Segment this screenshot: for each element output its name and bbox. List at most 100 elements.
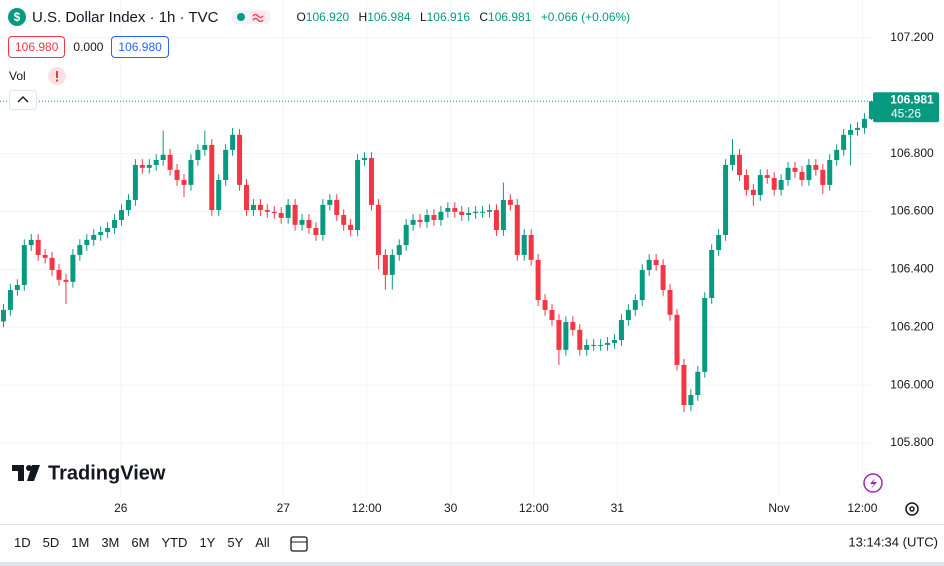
candle-body — [730, 154, 736, 165]
candle-body — [639, 269, 645, 301]
candle-body — [528, 234, 534, 260]
candle-body — [278, 212, 284, 218]
candle-body — [618, 320, 624, 341]
symbol-title[interactable]: U.S. Dollar Index · 1h · TVC — [32, 8, 219, 26]
candle-body — [688, 394, 694, 406]
candle-body — [0, 309, 6, 322]
high-value: 106.984 — [367, 10, 411, 24]
countdown: 45:26 — [891, 106, 921, 120]
symbol-icon: $ — [8, 8, 26, 26]
candle-body — [820, 169, 826, 185]
candle-body — [56, 269, 62, 280]
legend: $ U.S. Dollar Index · 1h · TVC O106.920 … — [8, 8, 630, 26]
candle-body — [757, 175, 763, 196]
candle-body — [660, 265, 666, 290]
candle-body — [70, 254, 76, 282]
candle-body — [542, 300, 548, 310]
candle-body — [334, 199, 340, 215]
candle-body — [35, 239, 41, 255]
candle-body — [292, 204, 298, 225]
candle-body — [778, 179, 784, 190]
candle-body — [382, 254, 388, 275]
market-open-dot — [237, 13, 246, 21]
bid[interactable]: 106.980 — [8, 36, 66, 58]
candle-body — [667, 289, 673, 315]
candle-body — [160, 154, 166, 161]
candle-body — [855, 127, 861, 130]
candle-body — [14, 285, 20, 290]
candle-body — [174, 169, 180, 180]
candle-body — [285, 204, 291, 218]
status-badges[interactable] — [232, 10, 271, 24]
collapse-button[interactable] — [9, 90, 37, 110]
candle-body — [584, 344, 590, 350]
timeframe-button[interactable]: 3M — [101, 535, 120, 550]
ask[interactable]: 106.980 — [111, 36, 169, 58]
candle-body — [119, 210, 125, 220]
candle-body — [695, 371, 701, 395]
trade-boxes: 106.980 0.000 106.980 — [8, 36, 169, 58]
timeframe-button[interactable]: 1Y — [199, 535, 216, 550]
candle-body — [223, 149, 229, 180]
candle-body — [556, 320, 562, 350]
volume-warning[interactable] — [47, 67, 66, 85]
x-tick-label: 12:00 — [519, 501, 549, 515]
candle-body — [632, 300, 638, 310]
open-value: 106.920 — [305, 10, 350, 24]
candle-body — [49, 257, 55, 270]
candle-body — [709, 250, 715, 299]
candle-body — [723, 164, 729, 235]
candle-body — [264, 210, 270, 212]
timeframe-button[interactable]: 1M — [71, 535, 90, 550]
candle-body — [375, 204, 381, 255]
candle-body — [132, 164, 138, 200]
candle-body — [243, 184, 249, 211]
candle-body — [250, 204, 256, 211]
candle-body — [209, 144, 215, 211]
candle-body — [389, 254, 395, 275]
candle-body — [514, 204, 520, 255]
calendar-icon[interactable] — [290, 536, 308, 552]
candle-body — [848, 129, 854, 135]
candle-body — [7, 289, 13, 310]
candle-body — [500, 199, 506, 231]
lightning-icon[interactable] — [863, 473, 883, 493]
candle-body — [605, 342, 611, 345]
logo-text: TradingView — [48, 462, 166, 484]
candle-body — [841, 134, 847, 150]
candle-body — [813, 164, 819, 170]
candle-body — [521, 234, 527, 255]
timeframe-button[interactable]: 5D — [42, 535, 60, 550]
y-tick-label: 106.600 — [890, 204, 934, 218]
ohlc-values: O106.920 H106.984 L106.916 C106.981 +0.0… — [290, 10, 630, 24]
timeframe-button[interactable]: All — [255, 535, 270, 550]
candle-body — [563, 322, 569, 350]
candle-body — [507, 199, 513, 205]
candle-body — [368, 157, 374, 205]
clock: 13:14:34 (UTC) — [848, 534, 938, 549]
high-label: H — [358, 10, 368, 24]
candle-body — [112, 219, 118, 229]
candle-body — [653, 259, 659, 266]
candle-body — [403, 224, 409, 246]
candle-body — [230, 134, 236, 150]
candle-body — [570, 322, 576, 330]
candle-body — [348, 224, 354, 231]
timeframe-button[interactable]: 1D — [14, 535, 31, 550]
candle-body — [188, 160, 194, 185]
candle-body — [320, 204, 326, 235]
candle-body — [181, 179, 187, 185]
timeframe-button[interactable]: 6M — [131, 535, 150, 550]
candle-body — [445, 208, 451, 212]
candle-body — [535, 259, 541, 301]
settings-icon[interactable] — [905, 502, 919, 516]
x-tick-label: 30 — [444, 501, 458, 515]
candle-body — [431, 214, 437, 220]
candle-body — [806, 164, 812, 180]
x-tick-label: 12:00 — [352, 501, 382, 515]
candle-body — [466, 212, 472, 215]
candle-body — [396, 245, 402, 255]
timeframe-button[interactable]: 5Y — [227, 535, 244, 550]
timeframe-button[interactable]: YTD — [161, 535, 188, 550]
